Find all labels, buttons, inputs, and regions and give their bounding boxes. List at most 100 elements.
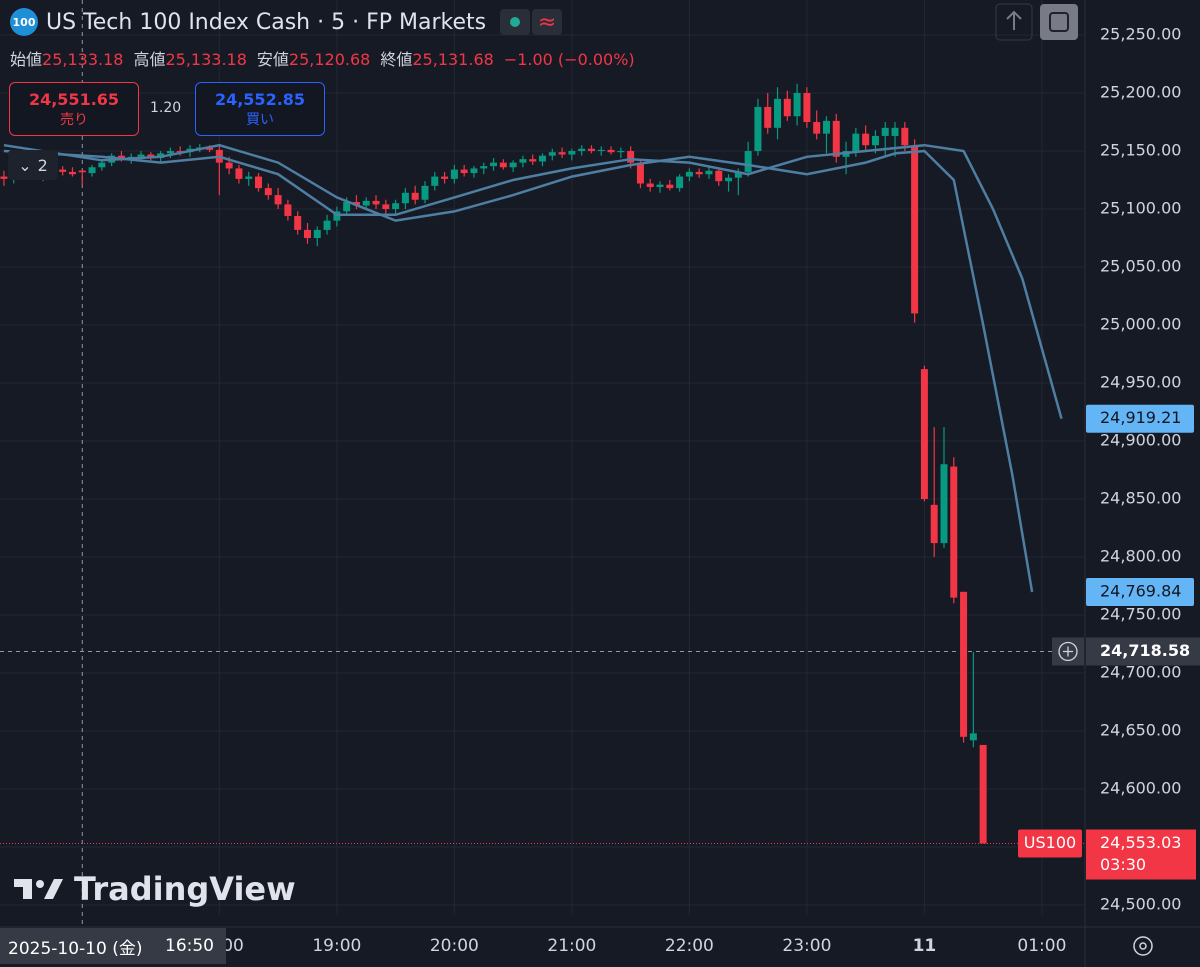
candle-body — [480, 166, 488, 169]
candle-body — [578, 148, 586, 152]
y-tick-label: 24,500.00 — [1100, 895, 1181, 914]
candle-body — [930, 504, 938, 544]
crosshair-price-label: 24,718.58 — [1100, 641, 1190, 660]
candle-body — [264, 188, 272, 196]
candle-body — [607, 149, 615, 153]
status-wave: ≈ — [532, 9, 563, 35]
plus-icon — [1058, 641, 1078, 662]
candle-body — [813, 122, 821, 134]
candle-body — [411, 192, 419, 200]
symbol-label: US100 — [1024, 833, 1076, 852]
candle-body — [225, 162, 233, 169]
status-pill[interactable]: ≈ — [500, 9, 563, 35]
candle-body — [117, 155, 125, 160]
symbol-title[interactable]: US Tech 100 Index Cash · 5 · FP Markets — [46, 9, 487, 35]
symbol-header: 100 US Tech 100 Index Cash · 5 · FP Mark… — [10, 6, 563, 38]
candle-body — [176, 151, 184, 153]
candle-body — [901, 127, 909, 146]
last-price-box — [1086, 829, 1196, 880]
sell-label: 売り — [60, 111, 88, 128]
y-tick-label: 25,200.00 — [1100, 83, 1181, 102]
candle-body — [695, 171, 703, 175]
ohlc-key: 安値 — [256, 50, 289, 69]
candle-body — [754, 106, 762, 152]
candle-body — [636, 162, 644, 184]
candle-body — [460, 169, 468, 174]
watermark-text: TradingView — [74, 870, 296, 908]
ma-price-box — [1086, 578, 1194, 607]
candle-body — [313, 229, 321, 239]
candle-body — [783, 98, 791, 117]
y-tick-label: 24,850.00 — [1100, 489, 1181, 508]
buy-button[interactable]: 24,552.85 買い — [195, 82, 325, 136]
candle-body — [59, 169, 67, 172]
status-dot — [500, 9, 531, 35]
x-tick-label: 23:00 — [782, 936, 831, 956]
candle-body — [646, 183, 654, 187]
x-tick-label: 01:00 — [1017, 936, 1066, 956]
candle-body — [891, 127, 899, 136]
candle-body — [401, 192, 409, 204]
candle-body — [392, 203, 400, 210]
last-price-label: 24,553.03 — [1100, 833, 1181, 852]
candle-body — [519, 159, 527, 163]
candle-body — [852, 133, 860, 152]
symbol-icon: 100 — [10, 8, 38, 36]
candle-body — [656, 184, 664, 187]
crosshair-date: 2025-10-10 (金) — [8, 938, 143, 959]
x-tick-label: 22:00 — [665, 936, 714, 956]
layout-button[interactable] — [1040, 4, 1078, 40]
y-tick-label: 24,900.00 — [1100, 431, 1181, 450]
candle-body — [734, 171, 742, 178]
ohlc-row: 始値25,133.18 高値25,133.18 安値25,120.68 終値25,13… — [10, 46, 645, 70]
candle-body — [499, 162, 507, 168]
candle-body — [881, 127, 889, 136]
scroll-up-button[interactable] — [995, 3, 1033, 41]
candle-body — [509, 162, 517, 168]
y-tick-label: 24,800.00 — [1100, 547, 1181, 566]
indicator-legend[interactable]: ⌄ 2 — [8, 150, 58, 180]
candle-body — [255, 176, 263, 189]
symbol-box — [1018, 829, 1082, 858]
ma-price-label: 24,919.21 — [1100, 408, 1181, 427]
candle-body — [235, 168, 243, 179]
y-tick-label: 24,600.00 — [1100, 779, 1181, 798]
ohlc-value: 25,120.68 — [288, 50, 371, 69]
candle-body — [343, 202, 351, 212]
candle-body — [627, 151, 635, 163]
candle-body — [78, 170, 86, 173]
candle-body — [441, 176, 449, 179]
candle-body — [450, 169, 458, 179]
candle-body — [490, 162, 498, 167]
buy-price: 24,552.85 — [214, 89, 306, 109]
spread: 1.20 — [150, 100, 182, 116]
sell-button[interactable]: 24,551.65 売り — [9, 82, 139, 136]
indicator-count: 2 — [37, 155, 48, 175]
settings-icon[interactable] — [1133, 936, 1153, 956]
candle-body — [274, 195, 282, 205]
candle-body — [303, 229, 311, 239]
candle-body — [166, 151, 174, 154]
ohlc-key: 高値 — [133, 50, 166, 69]
ma-price-label: 24,769.84 — [1100, 582, 1181, 601]
x-tick-label: 20:00 — [430, 936, 479, 956]
candle-body — [88, 167, 96, 174]
y-tick-label: 24,750.00 — [1100, 605, 1181, 624]
ohlc-change: −1.00 (−0.00%) — [503, 50, 635, 69]
ma-line — [3, 143, 1063, 420]
candle-body — [470, 168, 478, 174]
ohlc-value: 25,133.18 — [42, 50, 124, 69]
candle-body — [950, 466, 958, 598]
crosshair-time: 16:50 — [165, 936, 214, 956]
candle-body — [666, 184, 674, 189]
candle-body — [685, 171, 693, 177]
x-tick-label: 11 — [913, 936, 937, 956]
y-tick-label: 25,050.00 — [1100, 257, 1181, 276]
buy-label: 買い — [246, 111, 274, 128]
candle-body — [822, 120, 830, 134]
x-tick-label: 21:00 — [547, 936, 596, 956]
candle-body — [940, 464, 948, 544]
ma-line — [3, 143, 1034, 593]
candle-body — [529, 159, 537, 162]
plus-icon — [1063, 646, 1073, 657]
